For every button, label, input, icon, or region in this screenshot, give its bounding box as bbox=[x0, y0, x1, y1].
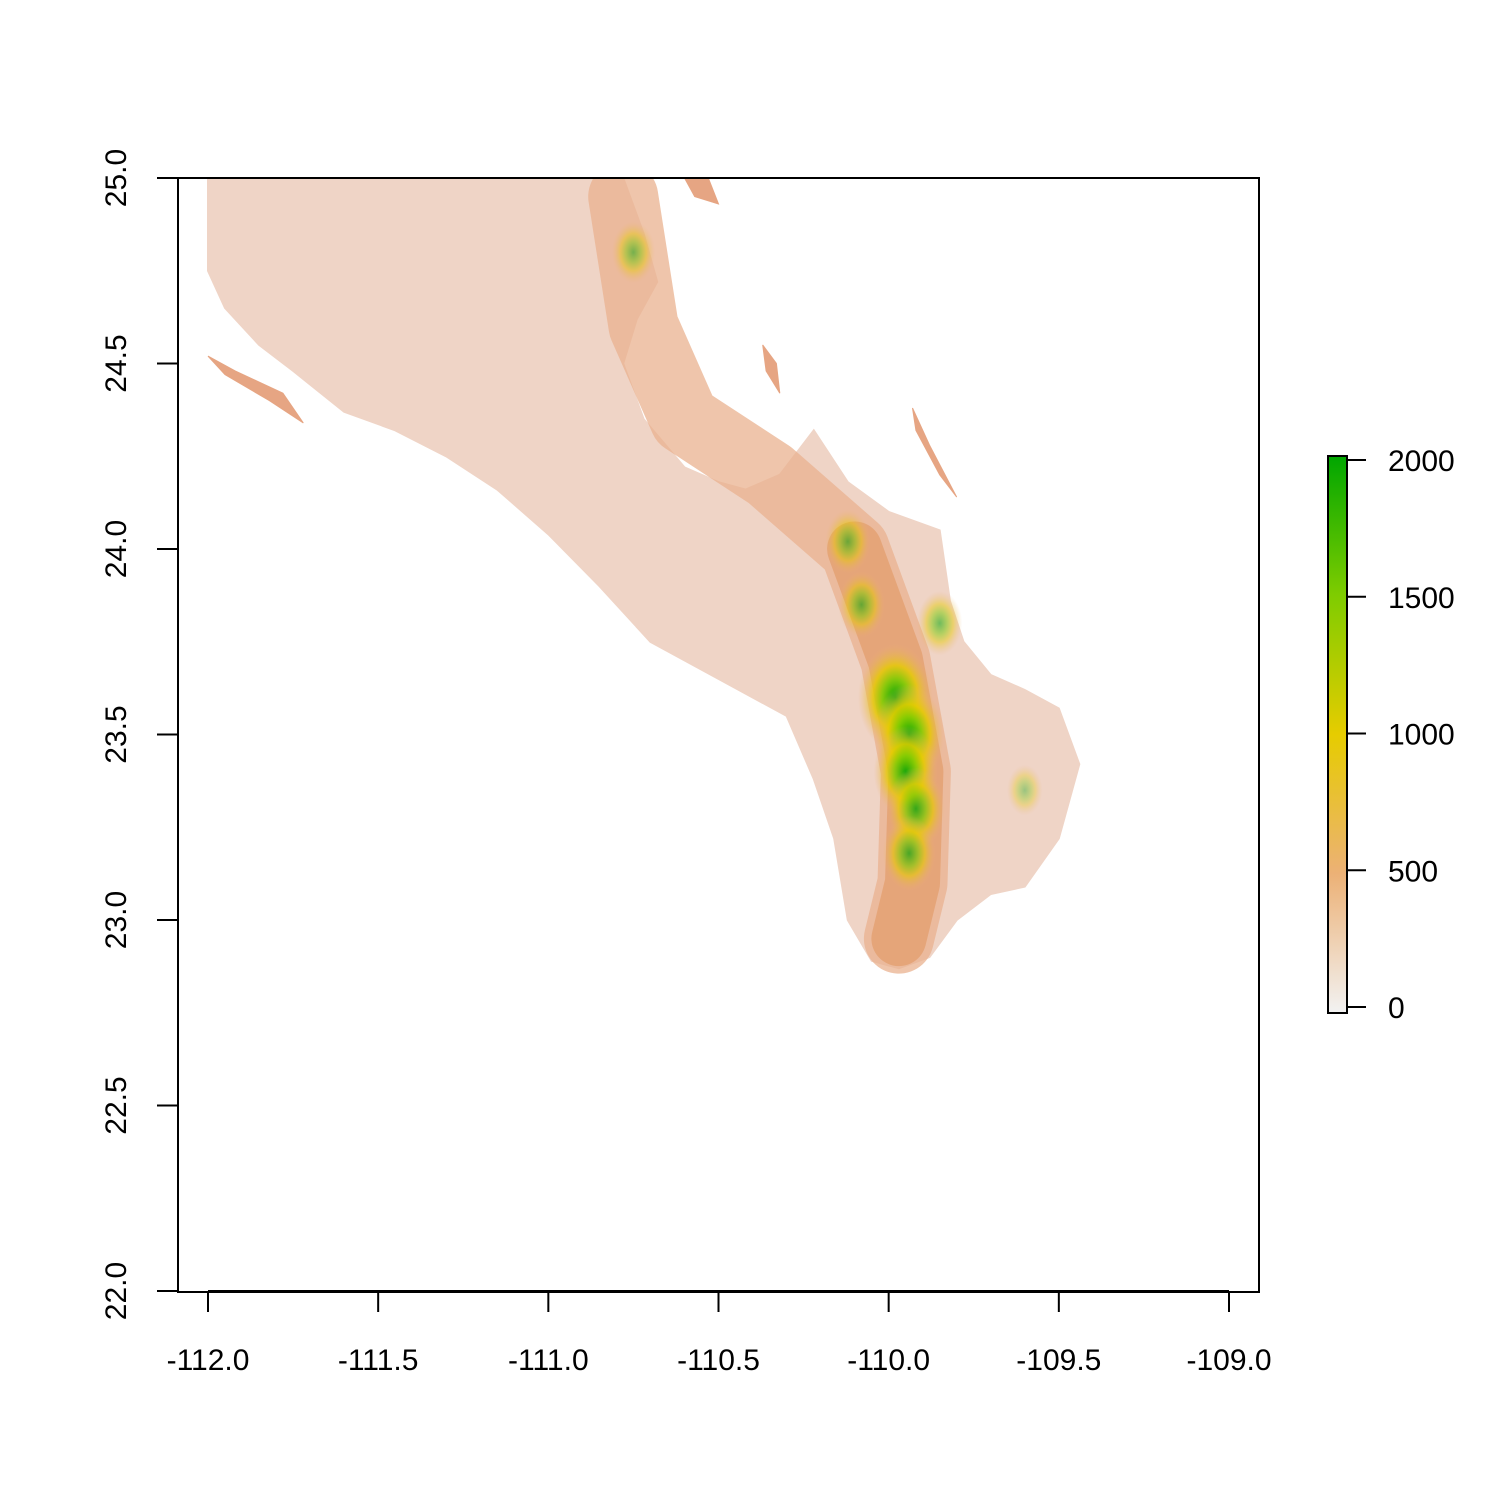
island-0 bbox=[207, 355, 304, 424]
legend-colorbar bbox=[1327, 455, 1348, 1014]
y-tick-label: 23.5 bbox=[100, 705, 133, 763]
x-tick-label: -111.5 bbox=[338, 1344, 419, 1377]
mainland bbox=[207, 178, 1081, 970]
island-1 bbox=[683, 178, 720, 205]
color-legend: 0 500 1000 1500 2000 bbox=[1327, 445, 1455, 1025]
legend-tick-label: 0 bbox=[1388, 992, 1405, 1025]
legend-tick-label: 1500 bbox=[1388, 582, 1455, 615]
elevation-peak bbox=[825, 509, 871, 574]
x-axis: -112.0 -111.5 -111.0 -110.5 -110.0 -109.5 -109… bbox=[167, 1290, 1272, 1377]
y-tick-label: 23.0 bbox=[100, 891, 133, 949]
x-tick-label: -109.0 bbox=[1186, 1344, 1271, 1377]
legend-tick-label: 1000 bbox=[1388, 719, 1455, 752]
y-tick-label: 24.5 bbox=[100, 334, 133, 392]
island-3 bbox=[912, 407, 958, 498]
legend-tick-label: 500 bbox=[1388, 855, 1438, 888]
elevation-peak bbox=[838, 571, 885, 639]
legend-tick-label: 2000 bbox=[1388, 445, 1455, 478]
elevation-peak bbox=[882, 815, 936, 892]
x-tick-label: -110.5 bbox=[677, 1344, 760, 1377]
x-tick-label: -110.0 bbox=[847, 1344, 930, 1377]
x-tick-label: -112.0 bbox=[167, 1344, 250, 1377]
y-tick-label: 22.0 bbox=[100, 1262, 133, 1320]
y-tick-label: 25.0 bbox=[100, 149, 133, 207]
x-tick-label: -109.5 bbox=[1016, 1344, 1101, 1377]
elevation-peak bbox=[611, 221, 656, 284]
land-layer bbox=[207, 178, 1081, 974]
elevation-peak bbox=[917, 590, 963, 656]
y-axis: 22.0 22.5 23.0 23.5 24.0 24.5 25.0 bbox=[100, 149, 178, 1320]
y-tick-label: 24.0 bbox=[100, 520, 133, 578]
y-tick-label: 22.5 bbox=[100, 1076, 133, 1134]
x-tick-label: -111.0 bbox=[508, 1344, 589, 1377]
island-2 bbox=[762, 344, 781, 394]
elevation-peak bbox=[1006, 764, 1043, 816]
